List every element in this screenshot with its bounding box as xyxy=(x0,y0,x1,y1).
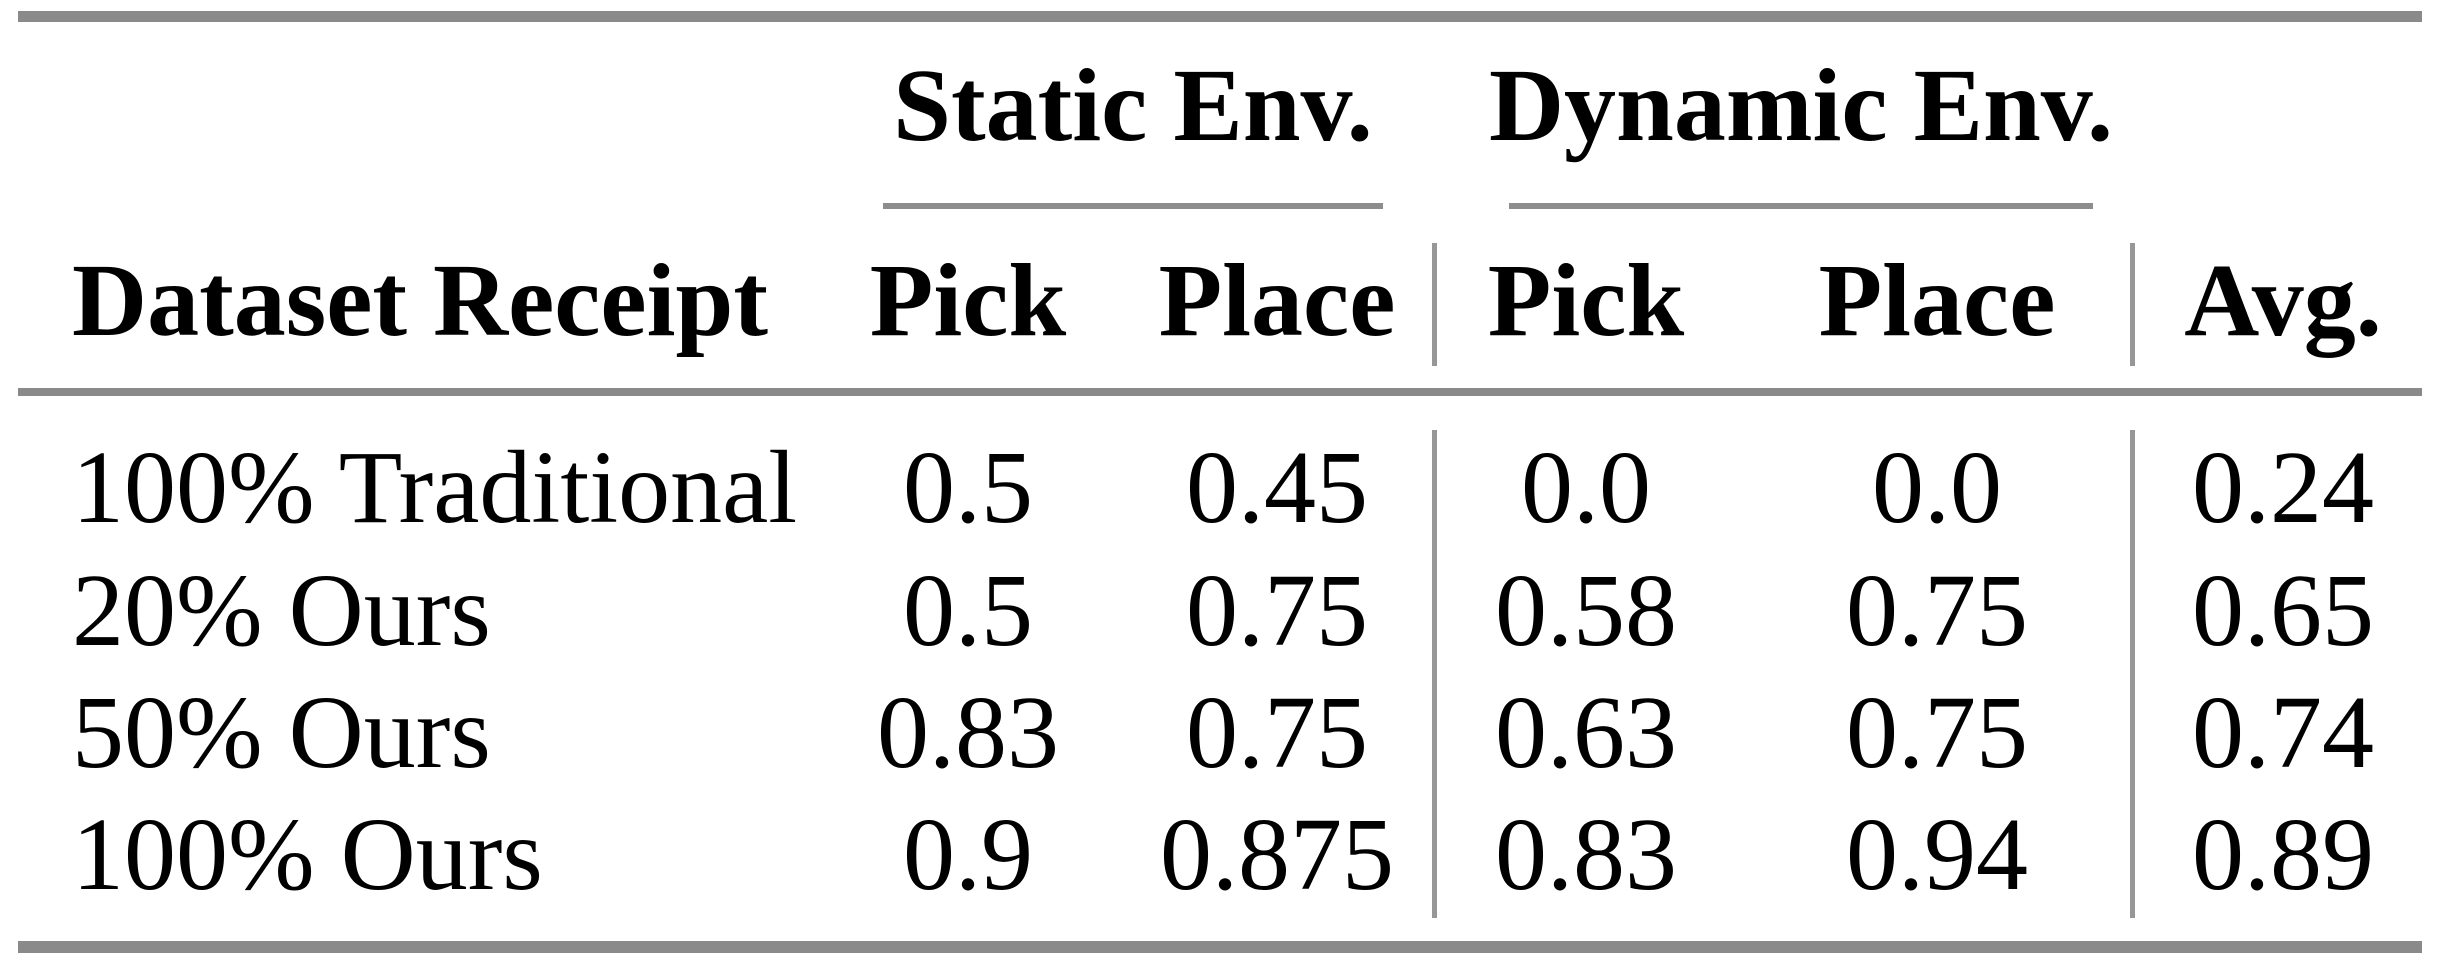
table-cell: 0.24 xyxy=(2192,430,2374,545)
table-cell: 0.9 xyxy=(903,797,1033,912)
row-label: 100% Ours xyxy=(72,797,543,912)
table-cell: 0.74 xyxy=(2192,675,2374,790)
table-cell: 0.83 xyxy=(1495,797,1677,912)
column-separator-static-dynamic xyxy=(1432,430,1437,918)
table-cell: 0.45 xyxy=(1186,430,1368,545)
column-header-dynamic-place: Place xyxy=(1818,243,2056,358)
column-header-dataset-receipt: Dataset Receipt xyxy=(72,243,768,358)
row-label: 20% Ours xyxy=(72,553,491,668)
table-cell: 0.5 xyxy=(903,430,1033,545)
dynamic-env-underline xyxy=(1509,203,2093,209)
table-bottom-rule xyxy=(18,941,2422,953)
row-label: 100% Traditional xyxy=(72,430,798,545)
table-cell: 0.0 xyxy=(1521,430,1651,545)
table-cell: 0.94 xyxy=(1846,797,2028,912)
group-header-static-env: Static Env. xyxy=(893,48,1373,163)
table-cell: 0.65 xyxy=(2192,553,2374,668)
column-header-dynamic-pick: Pick xyxy=(1487,243,1685,358)
table-cell: 0.75 xyxy=(1846,553,2028,668)
table-cell: 0.875 xyxy=(1160,797,1394,912)
column-header-static-place: Place xyxy=(1158,243,1396,358)
static-env-underline xyxy=(883,203,1383,209)
table-cell: 0.63 xyxy=(1495,675,1677,790)
column-header-avg: Avg. xyxy=(2184,243,2382,358)
table-cell: 0.75 xyxy=(1846,675,2028,790)
column-separator-avg xyxy=(2130,430,2135,918)
column-separator-avg xyxy=(2130,243,2135,366)
table-cell: 0.83 xyxy=(877,675,1059,790)
table-cell: 0.75 xyxy=(1186,553,1368,668)
column-separator-static-dynamic xyxy=(1432,243,1437,366)
table-mid-rule xyxy=(18,388,2422,396)
column-header-static-pick: Pick xyxy=(869,243,1067,358)
table-cell: 0.5 xyxy=(903,553,1033,668)
table-top-rule xyxy=(18,11,2422,22)
table-cell: 0.89 xyxy=(2192,797,2374,912)
table-cell: 0.58 xyxy=(1495,553,1677,668)
group-header-dynamic-env: Dynamic Env. xyxy=(1488,48,2114,163)
table-cell: 0.75 xyxy=(1186,675,1368,790)
row-label: 50% Ours xyxy=(72,675,491,790)
table-cell: 0.0 xyxy=(1872,430,2002,545)
